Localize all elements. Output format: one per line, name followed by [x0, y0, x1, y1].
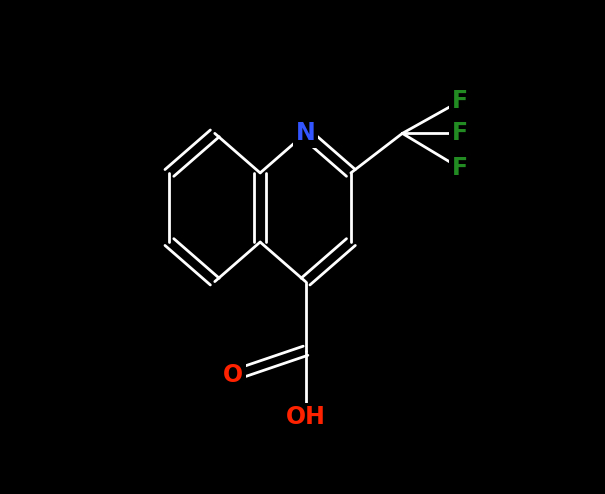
Text: F: F: [452, 156, 468, 180]
Text: O: O: [223, 364, 243, 387]
Text: F: F: [452, 89, 468, 113]
Text: F: F: [452, 122, 468, 145]
Text: N: N: [296, 122, 315, 145]
Text: OH: OH: [286, 406, 325, 429]
